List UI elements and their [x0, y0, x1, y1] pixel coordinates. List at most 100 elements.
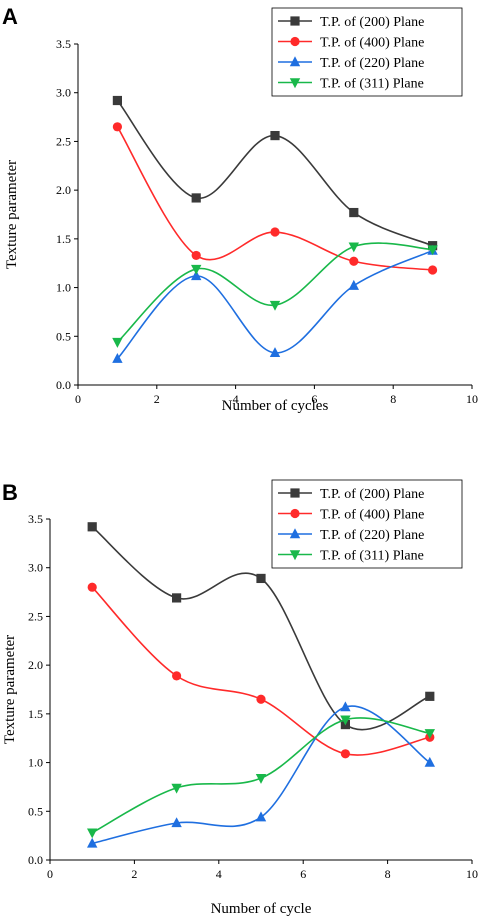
data-point [112, 337, 123, 348]
legend-label: T.P. of (220) Plane [320, 528, 424, 543]
x-tick-label: 10 [466, 392, 478, 406]
y-tick-label: 2.5 [56, 134, 71, 148]
y-tick-label: 0.0 [28, 853, 43, 867]
series-1 [112, 95, 438, 251]
x-tick-label: 8 [390, 392, 396, 406]
series-line [116, 242, 433, 343]
data-point [191, 264, 202, 275]
y-tick-label: 3.0 [56, 86, 71, 100]
data-point [87, 837, 98, 848]
data-point [270, 130, 280, 141]
legend-marker [290, 36, 300, 47]
legend: T.P. of (200) Plane T.P. of (400) Plane T.… [271, 7, 463, 97]
x-tick-label: 0 [47, 867, 53, 881]
y-tick-label: 0.5 [28, 804, 43, 818]
data-point [172, 671, 182, 681]
x-tick-label: 6 [311, 392, 317, 406]
data-point [255, 773, 267, 784]
data-point [269, 300, 281, 311]
legend-label: T.P. of (220) Plane [320, 56, 424, 71]
y-tick-label: 1.0 [28, 756, 43, 770]
series-4 [112, 242, 438, 348]
data-point [191, 193, 201, 203]
data-point [87, 522, 97, 532]
legend-marker [290, 16, 300, 26]
y-tick-label: 1.0 [56, 281, 71, 295]
legend-label: T.P. of (200) Plane [320, 15, 424, 30]
data-point [428, 265, 438, 275]
chart-panel-a: A 0.0 0.5 1.0 1.5 2.0 2.5 3.0 3.5 0 2 4 6 8 10 Number o… [2, 4, 478, 414]
data-point [348, 242, 359, 253]
series-3 [87, 701, 435, 848]
legend-marker [290, 488, 300, 498]
series-2 [112, 122, 438, 275]
y-tick-label: 2.0 [28, 658, 43, 672]
y-tick-label: 2.0 [56, 183, 71, 197]
legend: T.P. of (200) Plane T.P. of (400) Plane T.… [271, 479, 463, 569]
series-4 [87, 715, 435, 839]
data-point [191, 250, 201, 261]
legend-marker [289, 550, 301, 561]
series-line [116, 100, 433, 247]
x-axis-title: Number of cycles [222, 398, 329, 414]
chart-panel-b: B 0.0 0.5 1.0 1.5 2.0 2.5 3.0 3.5 0 2 4 6 8 10 Number o… [2, 479, 478, 917]
data-point [112, 352, 123, 363]
x-axis-title: Number of cycle [211, 901, 312, 917]
legend-label: T.P. of (311) Plane [320, 549, 424, 564]
data-point [87, 828, 98, 839]
data-point [424, 756, 435, 767]
data-point [340, 749, 350, 759]
y-tick-label: 3.5 [28, 512, 43, 526]
x-tick-label: 0 [75, 392, 81, 406]
legend-marker [290, 508, 300, 519]
data-point [425, 691, 435, 701]
legend-box [271, 7, 463, 97]
data-point [87, 582, 97, 592]
data-point [172, 593, 182, 603]
y-axis-title: Texture parameter [2, 635, 18, 744]
data-point [256, 573, 266, 584]
x-tick-label: 4 [216, 867, 222, 881]
legend-marker [289, 56, 301, 67]
series-line [116, 126, 433, 271]
legend-box [271, 479, 463, 569]
data-point [255, 811, 267, 822]
y-tick-label: 1.5 [56, 232, 71, 246]
data-point [171, 783, 182, 794]
y-tick-label: 3.0 [28, 561, 43, 575]
legend-marker [289, 78, 301, 89]
data-point [340, 701, 351, 712]
y-axis-title: Texture parameter [4, 160, 20, 269]
x-tick-label: 6 [300, 867, 306, 881]
legend-label: T.P. of (311) Plane [320, 77, 424, 92]
x-tick-label: 10 [466, 867, 478, 881]
data-point [270, 227, 280, 237]
series-line [91, 586, 430, 756]
data-point [191, 270, 202, 281]
y-tick-label: 3.5 [56, 37, 71, 51]
series-line [116, 249, 433, 360]
data-point [349, 207, 359, 218]
data-point [424, 729, 435, 740]
x-tick-label: 8 [385, 867, 391, 881]
y-tick-label: 0.0 [56, 378, 71, 392]
x-tick-label: 2 [131, 867, 137, 881]
series-line [92, 705, 431, 845]
data-point [269, 347, 281, 358]
data-point [348, 279, 359, 290]
y-tick-label: 0.5 [56, 329, 71, 343]
legend-marker [289, 528, 301, 539]
x-tick-label: 2 [154, 392, 160, 406]
legend-label: T.P. of (400) Plane [320, 36, 424, 51]
data-point [427, 245, 438, 256]
series-3 [112, 244, 438, 363]
x-tick-label: 4 [233, 392, 239, 406]
data-point [256, 694, 266, 704]
panel-letter: A [2, 4, 18, 29]
data-point [171, 817, 182, 828]
data-point [340, 715, 351, 726]
y-tick-label: 2.5 [28, 609, 43, 623]
data-point [112, 95, 122, 106]
series-2 [87, 582, 435, 759]
